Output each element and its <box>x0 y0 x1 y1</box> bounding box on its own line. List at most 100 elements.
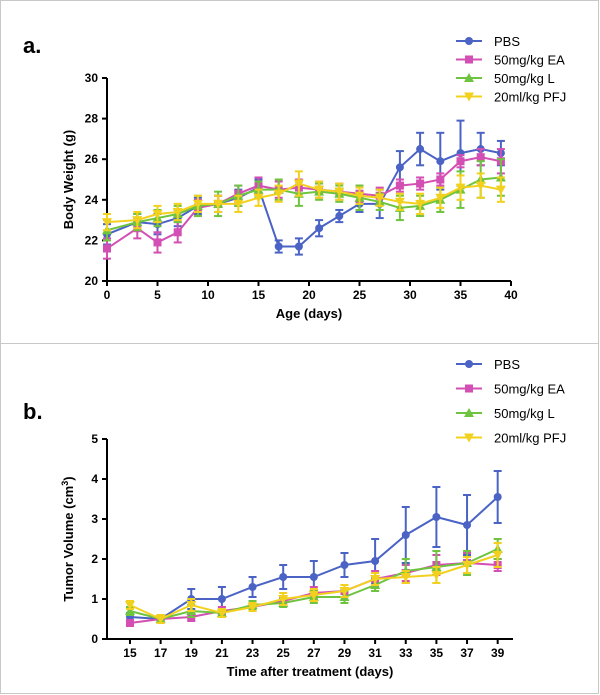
legend-marker <box>465 55 473 64</box>
x-tick-label: 27 <box>307 646 321 660</box>
x-tick-label: 25 <box>353 288 367 302</box>
data-point <box>475 181 486 191</box>
data-point <box>103 244 111 253</box>
data-point <box>192 199 203 209</box>
legend-marker <box>465 37 473 45</box>
legend-label: PBS <box>494 357 520 372</box>
data-point <box>314 185 325 195</box>
data-point <box>354 191 365 201</box>
data-point <box>493 493 502 501</box>
x-tick-label: 35 <box>430 646 444 660</box>
data-point <box>401 531 410 539</box>
data-point <box>315 224 324 233</box>
data-point <box>102 218 112 228</box>
y-tick-label: 4 <box>91 472 98 486</box>
legend-label: 50mg/kg EA <box>494 382 565 397</box>
data-point <box>233 199 244 209</box>
data-point <box>463 521 472 529</box>
data-point <box>273 189 284 199</box>
legend-marker <box>464 433 474 443</box>
data-point <box>247 603 258 612</box>
legend-label: 50mg/kg L <box>494 406 555 421</box>
x-tick-label: 25 <box>277 646 291 660</box>
x-tick-label: 29 <box>338 646 352 660</box>
data-point <box>186 601 197 610</box>
panel-label-b: b. <box>23 399 43 424</box>
data-point <box>152 210 163 220</box>
y-tick-label: 20 <box>85 274 99 288</box>
legend-marker <box>464 408 474 417</box>
data-point <box>124 601 135 610</box>
legend-item-50mg-kg-ea: 50mg/kg EA <box>456 53 565 68</box>
data-point <box>279 573 288 581</box>
y-tick-label: 2 <box>91 552 98 566</box>
series-20ml-kg-pfj <box>124 542 503 624</box>
data-point <box>213 199 224 209</box>
x-tick-label: 20 <box>302 288 316 302</box>
x-tick-label: 21 <box>215 646 229 660</box>
legend-item-50mg-kg-ea: 50mg/kg EA <box>456 382 565 397</box>
y-tick-label: 0 <box>91 632 98 646</box>
data-point <box>253 193 264 203</box>
legend-item-20ml-kg-pfj: 20ml/kg PFJ <box>456 431 566 446</box>
x-tick-label: 10 <box>201 288 215 302</box>
data-point <box>248 583 257 591</box>
panel-label-a: a. <box>23 33 41 58</box>
data-point <box>371 557 380 565</box>
series-20ml-kg-pfj <box>102 170 506 232</box>
legend-marker <box>465 360 473 368</box>
x-tick-label: 0 <box>104 288 111 302</box>
data-point <box>432 513 441 521</box>
data-point <box>217 595 226 603</box>
y-tick-label: 5 <box>91 432 98 446</box>
data-point <box>400 573 411 582</box>
legend-marker <box>464 92 474 102</box>
x-tick-label: 5 <box>154 288 161 302</box>
data-point <box>125 619 134 627</box>
data-point <box>456 157 465 166</box>
data-point <box>294 242 303 251</box>
data-point <box>153 238 162 247</box>
data-point <box>339 587 350 596</box>
legend-item-pbs: PBS <box>456 357 520 372</box>
data-point <box>132 216 143 226</box>
data-point <box>309 573 318 581</box>
data-point <box>394 197 405 207</box>
legend-label: PBS <box>494 34 520 49</box>
x-tick-label: 15 <box>123 646 137 660</box>
data-point <box>370 575 381 584</box>
legend-marker <box>465 384 473 393</box>
data-point <box>155 615 166 624</box>
chart-panel-tumor-volume: b. 0 1 2 3 4 5 15 17 19 21 23 25 27 29 31 33 35 37 39 Time … <box>0 343 599 694</box>
x-tick-label: 15 <box>252 288 266 302</box>
series-line <box>106 176 501 232</box>
data-point <box>436 175 445 184</box>
data-point <box>462 561 473 570</box>
data-point <box>173 228 182 237</box>
data-point <box>340 561 349 569</box>
x-tick-label: 35 <box>454 288 468 302</box>
data-point <box>172 207 183 217</box>
legend-item-50mg-kg-l: 50mg/kg L <box>456 406 555 421</box>
data-point <box>415 199 426 209</box>
data-point <box>416 145 425 154</box>
y-axis-title: Tumor Volume (cm3) <box>60 476 76 601</box>
data-point <box>431 571 442 580</box>
data-point <box>435 193 446 203</box>
data-point <box>278 595 289 604</box>
y-tick-label: 1 <box>91 592 98 606</box>
x-axis-title: Age (days) <box>276 306 342 321</box>
y-axis-title: Body Weight (g) <box>61 130 76 229</box>
data-point <box>476 153 485 162</box>
x-tick-label: 23 <box>246 646 260 660</box>
data-point <box>374 193 385 203</box>
data-point <box>416 179 425 188</box>
legend-marker <box>464 73 474 82</box>
legend-label: 50mg/kg L <box>494 71 555 86</box>
legend-label: 20ml/kg PFJ <box>494 431 566 446</box>
x-tick-label: 17 <box>154 646 168 660</box>
x-tick-label: 33 <box>399 646 413 660</box>
data-point <box>293 179 304 189</box>
data-point <box>335 212 344 221</box>
